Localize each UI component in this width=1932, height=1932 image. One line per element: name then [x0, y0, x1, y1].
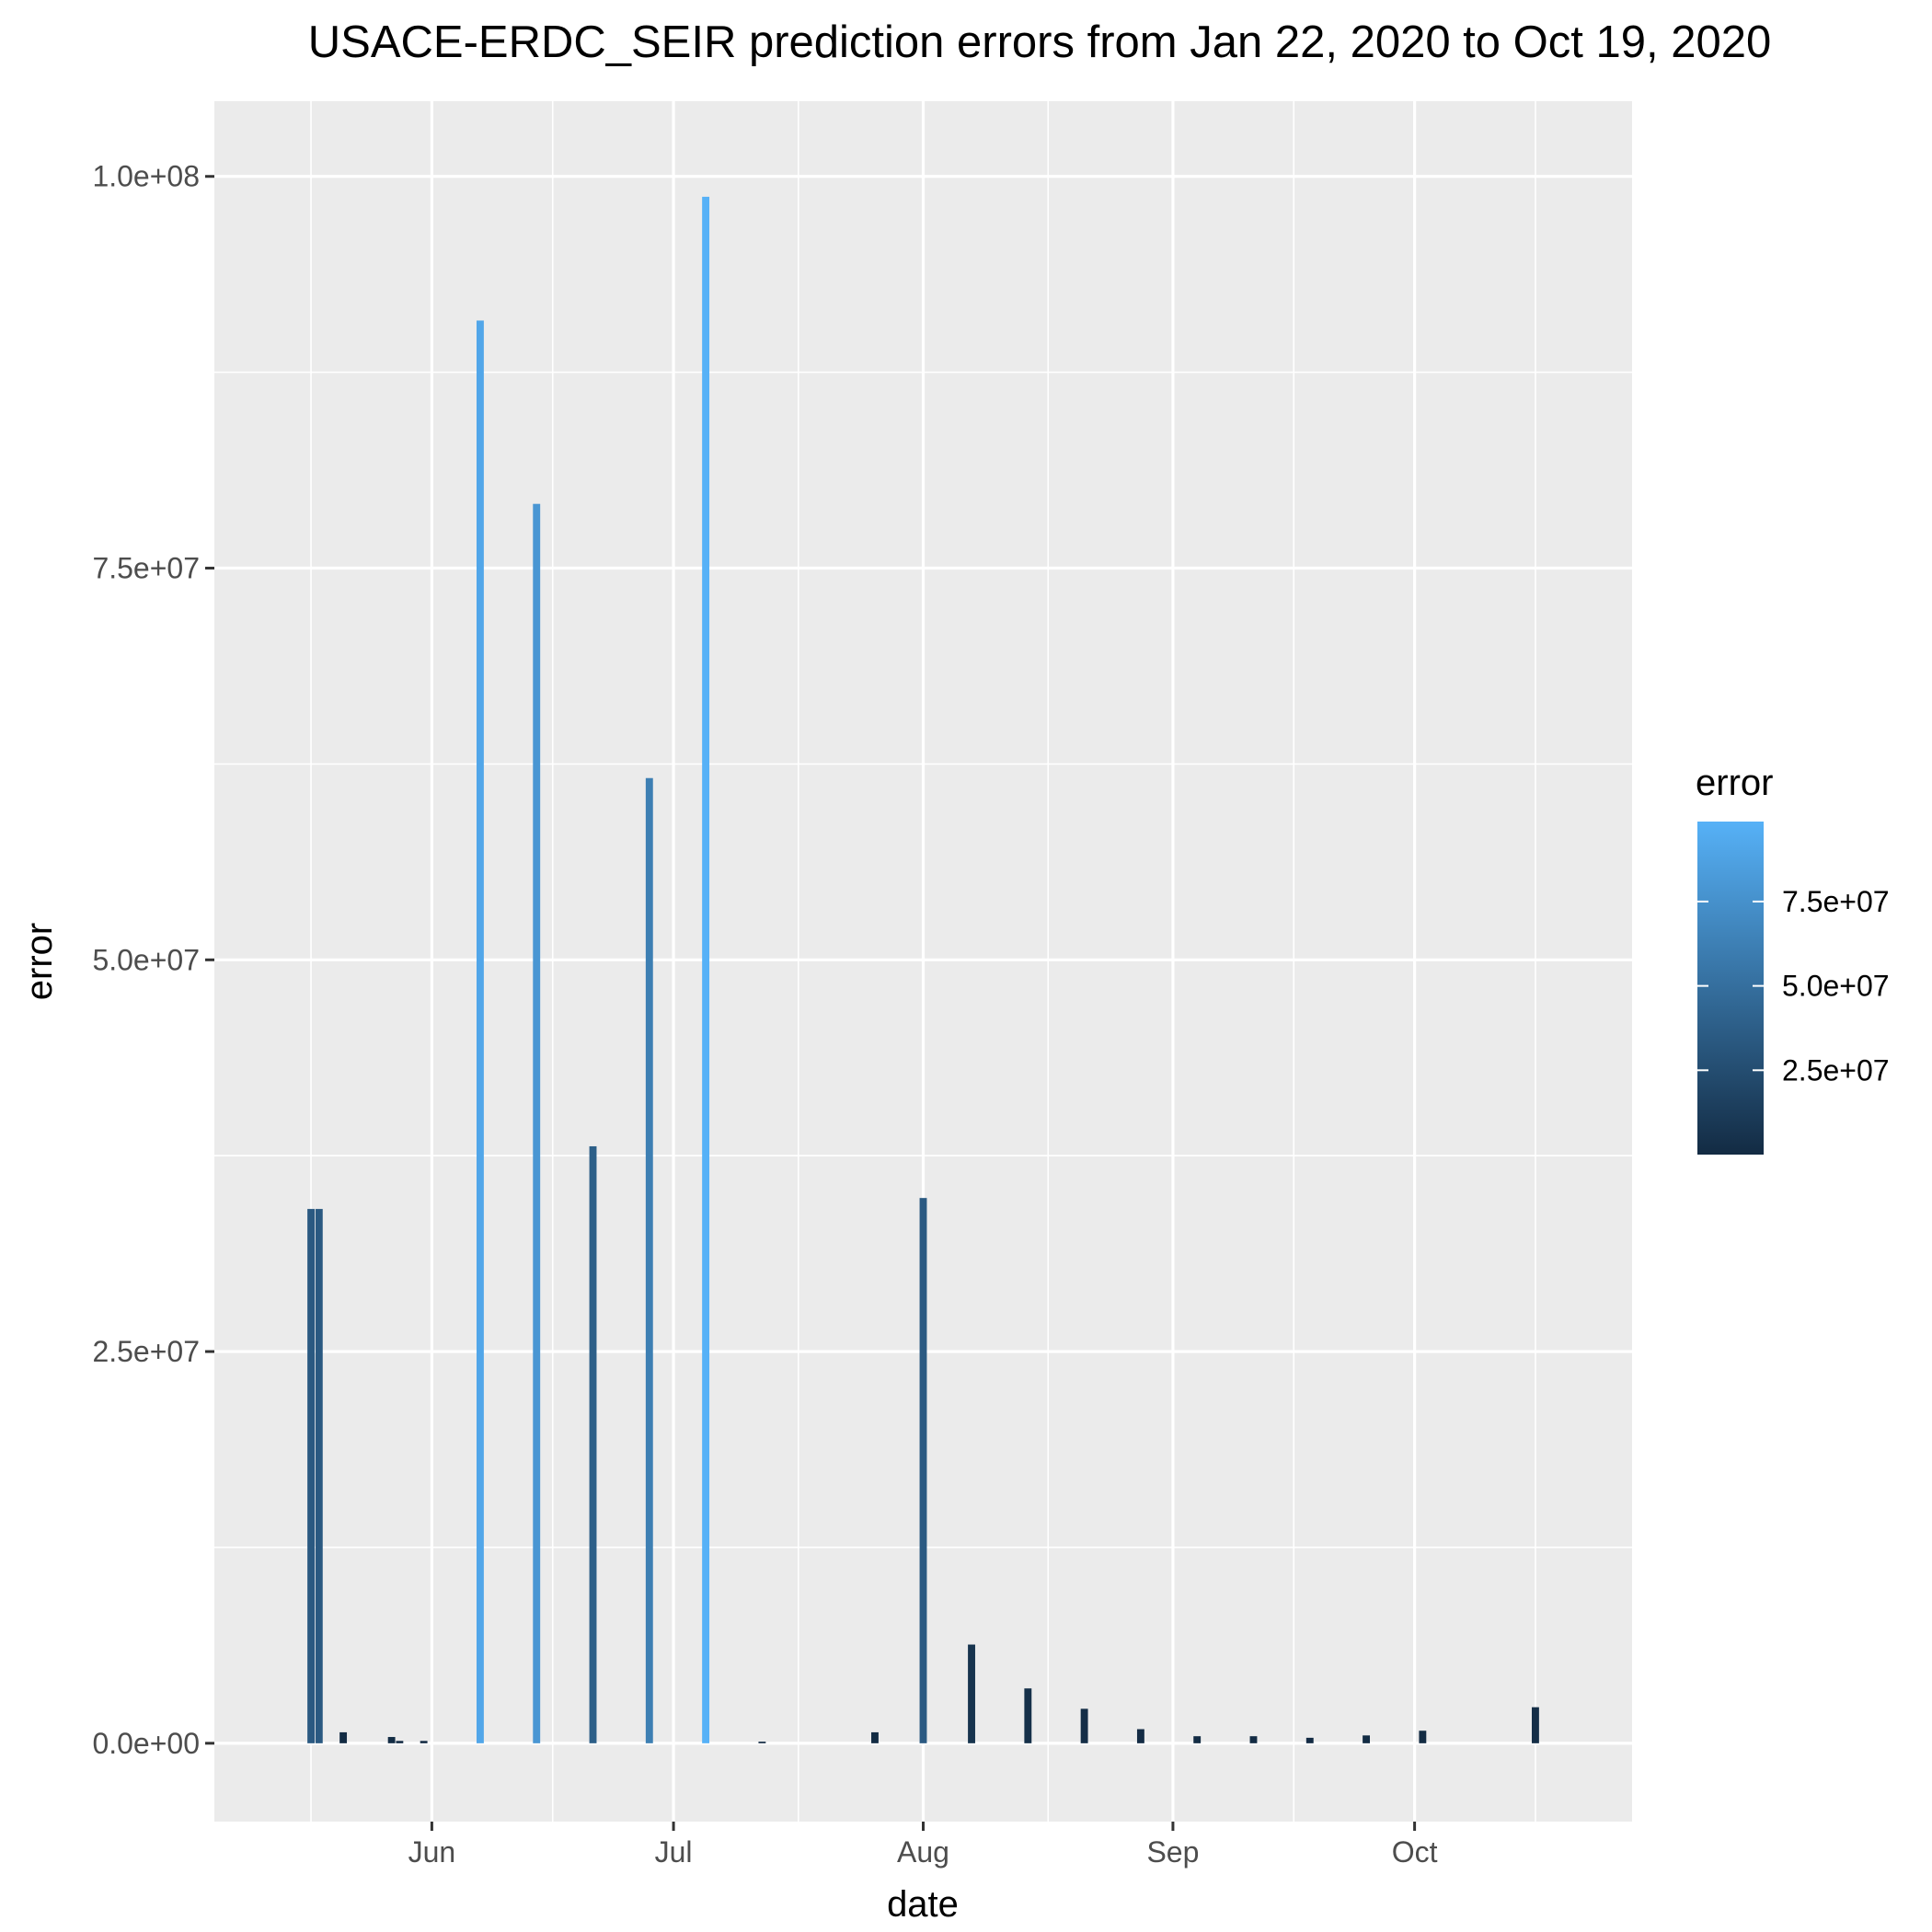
bar	[702, 196, 710, 1743]
x-tick-label: Oct	[1392, 1835, 1438, 1869]
y-tick-label: 5.0e+07	[92, 943, 200, 976]
bar	[919, 1198, 927, 1743]
x-tick-label: Jun	[408, 1835, 456, 1869]
bar	[387, 1737, 396, 1743]
bar	[1531, 1707, 1539, 1743]
legend-colorbar	[1697, 822, 1764, 1155]
bar	[1419, 1731, 1427, 1743]
bar	[968, 1644, 975, 1743]
bar	[645, 777, 653, 1743]
y-tick-label: 7.5e+07	[92, 552, 200, 585]
y-axis: 0.0e+00 2.5e+07 5.0e+07 7.5e+07 1.0e+08	[92, 160, 214, 1760]
chart-title: USACE-ERDC_SEIR prediction errors from J…	[308, 17, 1772, 67]
bar	[1136, 1729, 1144, 1743]
x-tick-label: Aug	[897, 1835, 949, 1869]
bar	[315, 1209, 323, 1743]
y-tick-label: 1.0e+08	[92, 160, 200, 193]
bar	[307, 1209, 316, 1743]
x-tick-label: Jul	[655, 1835, 693, 1869]
bar	[1305, 1737, 1314, 1743]
y-tick-label: 2.5e+07	[92, 1335, 200, 1368]
bar	[533, 503, 541, 1743]
bar	[396, 1741, 404, 1743]
y-tick-label: 0.0e+00	[92, 1727, 200, 1760]
bar	[1193, 1736, 1202, 1743]
bar	[589, 1145, 597, 1743]
bar	[1024, 1688, 1032, 1743]
x-axis-title: date	[887, 1884, 959, 1925]
bar	[1363, 1735, 1371, 1743]
legend-tick-label: 7.5e+07	[1782, 885, 1890, 918]
y-axis-title: error	[19, 923, 60, 1000]
bar	[476, 320, 484, 1743]
legend-tick-label: 5.0e+07	[1782, 970, 1890, 1003]
bar	[1080, 1708, 1088, 1743]
bar	[420, 1741, 428, 1743]
color-legend: error 2.5e+07 5.0e+07 7.5e+07	[1696, 763, 1890, 1155]
bar	[758, 1742, 766, 1743]
x-tick-label: Sep	[1146, 1835, 1199, 1869]
legend-ticks: 2.5e+07 5.0e+07 7.5e+07	[1697, 885, 1890, 1087]
bar	[1249, 1736, 1258, 1743]
bars	[307, 196, 1539, 1743]
x-axis: Jun Jul Aug Sep Oct	[408, 1822, 1438, 1869]
legend-tick-label: 2.5e+07	[1782, 1053, 1890, 1087]
bar	[339, 1731, 348, 1743]
legend-title: error	[1696, 763, 1773, 803]
bar	[871, 1731, 879, 1743]
